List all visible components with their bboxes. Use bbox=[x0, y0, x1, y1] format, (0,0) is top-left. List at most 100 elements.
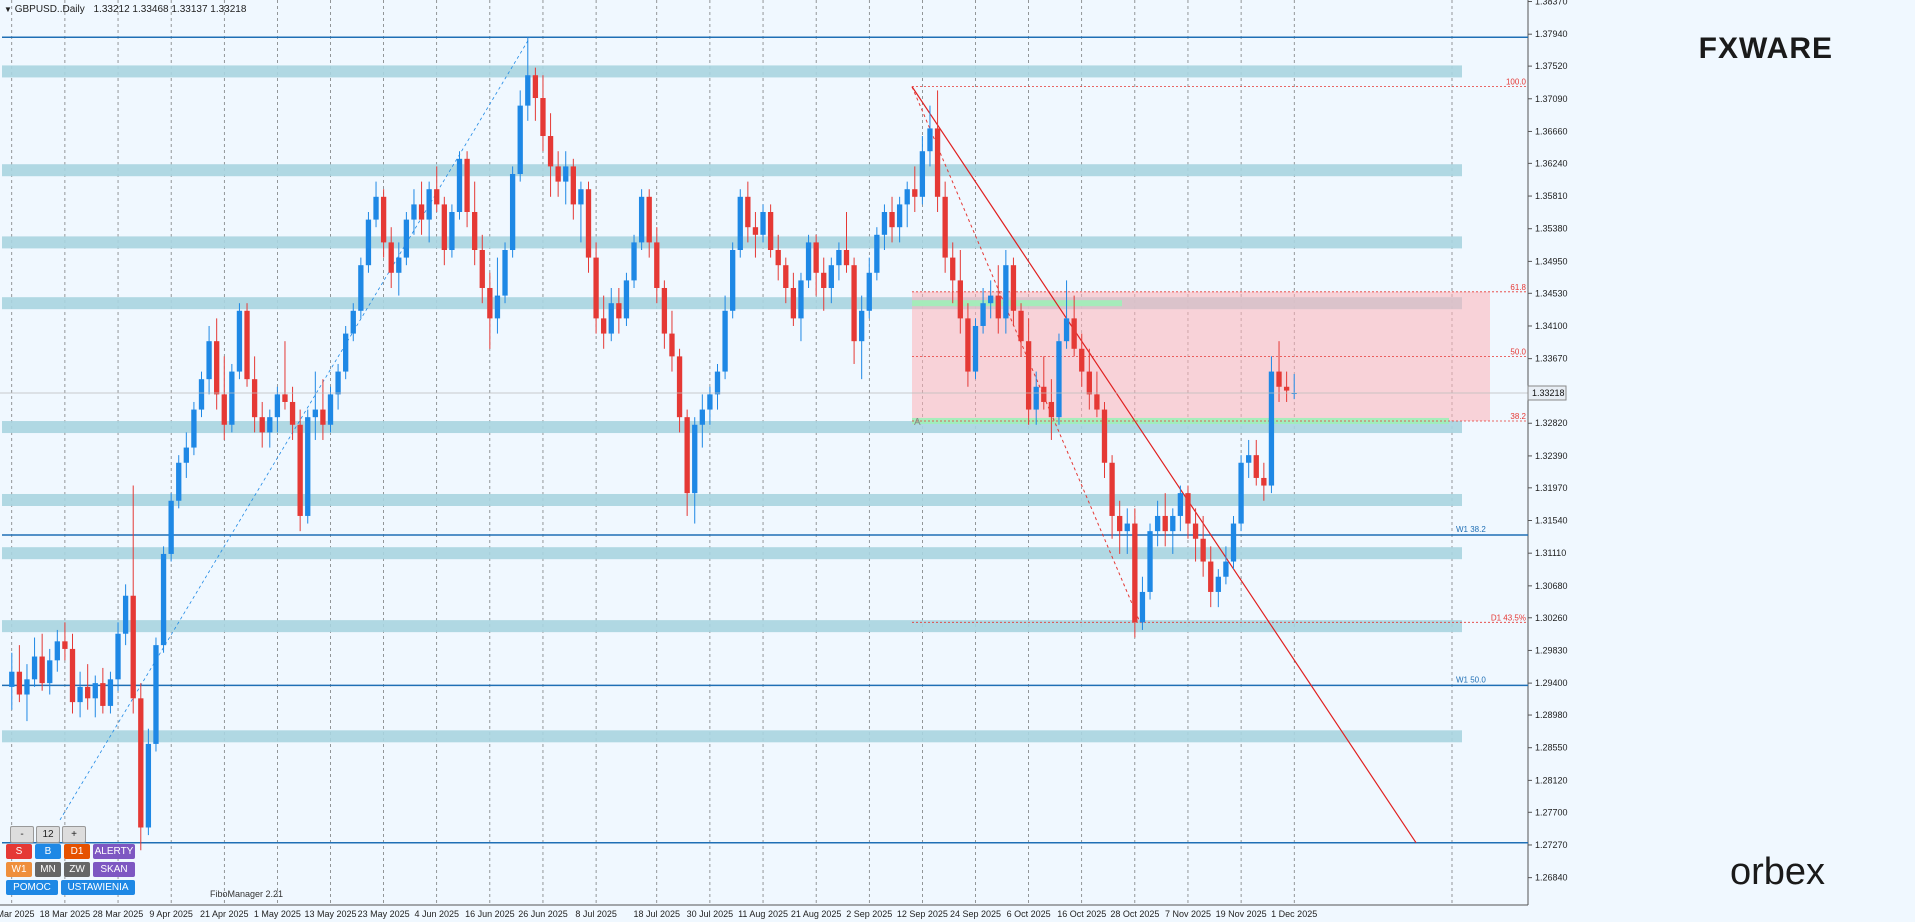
zoom-value-field[interactable]: 12 bbox=[36, 826, 60, 843]
y-tick-label: 1.32820 bbox=[1535, 418, 1568, 428]
candle-body bbox=[889, 212, 895, 228]
x-tick-label: 7 Nov 2025 bbox=[1165, 909, 1211, 919]
w1-button[interactable]: W1 bbox=[6, 862, 32, 877]
candle-body bbox=[745, 196, 751, 228]
candle-body bbox=[1238, 462, 1244, 524]
candle-body bbox=[358, 265, 364, 311]
candle-body bbox=[16, 671, 23, 695]
y-tick-label: 1.26840 bbox=[1535, 873, 1568, 883]
fibo-label: 100.0 bbox=[1506, 78, 1527, 87]
candle-body bbox=[608, 303, 614, 334]
candle-body bbox=[752, 227, 759, 235]
scan-button[interactable]: SKAN bbox=[93, 862, 135, 877]
candle-body bbox=[661, 287, 668, 334]
candle-body bbox=[828, 265, 834, 288]
sr-zone bbox=[2, 421, 1462, 434]
candle-body bbox=[160, 553, 167, 646]
y-tick-label: 1.31110 bbox=[1535, 548, 1566, 558]
current-price-tag bbox=[1527, 385, 1567, 401]
y-tick-label: 1.38370 bbox=[1535, 0, 1568, 7]
zoom-minus-button[interactable]: - bbox=[10, 826, 34, 843]
candle-body bbox=[472, 212, 478, 250]
candle-body bbox=[214, 341, 220, 395]
candle-body bbox=[1124, 523, 1130, 532]
x-tick-label: 16 Oct 2025 bbox=[1057, 909, 1106, 919]
candle-body bbox=[418, 204, 425, 220]
settings-button[interactable]: USTAWIENIA bbox=[61, 880, 135, 895]
candle-body bbox=[138, 698, 144, 828]
candle-body bbox=[578, 189, 584, 205]
x-tick-label: 1 Dec 2025 bbox=[1271, 909, 1317, 919]
candle-body bbox=[1139, 591, 1146, 623]
candle-body bbox=[722, 310, 728, 372]
candle-body bbox=[1132, 523, 1138, 623]
candle-body bbox=[54, 641, 60, 661]
x-tick-label: 21 Apr 2025 bbox=[200, 909, 249, 919]
y-tick-label: 1.29400 bbox=[1535, 678, 1568, 688]
candle-body bbox=[1170, 515, 1176, 532]
candle-body bbox=[714, 371, 721, 395]
candle-body bbox=[24, 679, 30, 695]
candle-body bbox=[1094, 394, 1100, 410]
candle-body bbox=[305, 417, 311, 516]
candle-body bbox=[1291, 393, 1297, 395]
sr-zone bbox=[2, 547, 1462, 560]
y-tick-label: 1.30260 bbox=[1535, 613, 1568, 623]
alerts-button[interactable]: ALERTY bbox=[93, 844, 135, 859]
ohlc-readout: 1.33212 1.33468 1.33137 1.33218 bbox=[93, 4, 247, 15]
candle-body bbox=[623, 280, 630, 319]
candle-body bbox=[434, 189, 440, 205]
x-tick-label: 28 Oct 2025 bbox=[1110, 909, 1159, 919]
x-tick-label: 24 Sep 2025 bbox=[950, 909, 1001, 919]
x-tick-label: 12 Sep 2025 bbox=[897, 909, 948, 919]
fxware-logo: FXWARE bbox=[1698, 32, 1833, 65]
candle-body bbox=[570, 166, 576, 205]
candle-body bbox=[396, 257, 402, 273]
y-tick-label: 1.37090 bbox=[1535, 94, 1568, 104]
candle-body bbox=[1071, 318, 1077, 349]
candle-body bbox=[343, 333, 349, 372]
mn-button[interactable]: MN bbox=[35, 862, 61, 877]
candle-body bbox=[866, 272, 872, 311]
x-tick-label: 28 Mar 2025 bbox=[93, 909, 144, 919]
help-button[interactable]: POMOC bbox=[6, 880, 58, 895]
candle-body bbox=[456, 158, 463, 213]
candle-body bbox=[282, 394, 288, 402]
buy-button[interactable]: B bbox=[35, 844, 61, 859]
candle-body bbox=[411, 204, 417, 220]
candle-body bbox=[654, 242, 660, 288]
sr-zone bbox=[2, 493, 1462, 506]
d1-button[interactable]: D1 bbox=[64, 844, 90, 859]
candle-body bbox=[244, 310, 250, 380]
candle-body bbox=[1010, 265, 1017, 311]
dropdown-icon[interactable]: ▼ bbox=[4, 5, 12, 14]
candle-body bbox=[320, 409, 326, 425]
candle-body bbox=[259, 417, 265, 433]
candle-body bbox=[767, 212, 774, 250]
candle-body bbox=[881, 212, 888, 235]
candle-body bbox=[593, 257, 599, 319]
candle-body bbox=[676, 356, 683, 418]
candle-body bbox=[904, 189, 910, 205]
candle-body bbox=[251, 379, 258, 418]
candle-body bbox=[1056, 341, 1062, 418]
zw-button[interactable]: ZW bbox=[64, 862, 90, 877]
candle-body bbox=[525, 75, 531, 106]
y-tick-label: 1.34100 bbox=[1535, 321, 1568, 331]
candle-body bbox=[1086, 371, 1092, 395]
y-tick-label: 1.28120 bbox=[1535, 775, 1568, 785]
candle-body bbox=[699, 409, 705, 425]
candle-body bbox=[585, 189, 592, 258]
zoom-plus-button[interactable]: + bbox=[62, 826, 86, 843]
sell-button[interactable]: S bbox=[6, 844, 32, 859]
fibo-swing-line bbox=[911, 86, 1141, 623]
candle-body bbox=[821, 272, 827, 288]
x-tick-label: 2 Sep 2025 bbox=[846, 909, 892, 919]
candle-body bbox=[274, 394, 281, 418]
candle-body bbox=[1033, 386, 1039, 410]
candle-body bbox=[85, 686, 91, 699]
candle-body bbox=[798, 280, 804, 319]
fibo-label: 50.0 bbox=[1510, 347, 1526, 356]
candle-body bbox=[980, 303, 986, 326]
